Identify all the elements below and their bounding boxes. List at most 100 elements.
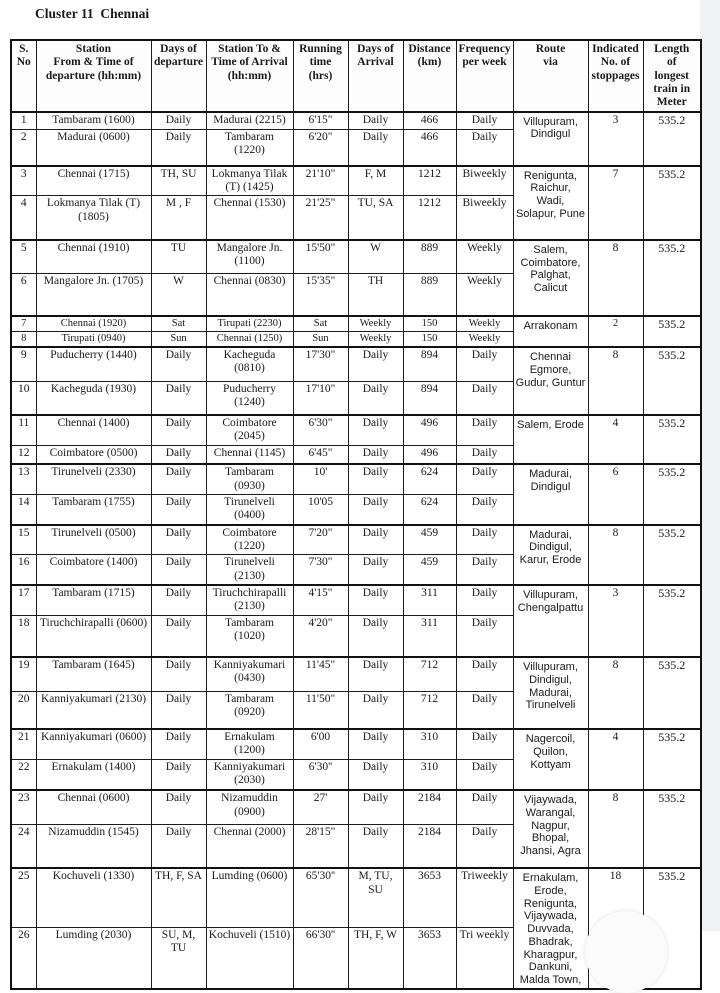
- cell-station-to: Tiruchchirapalli (2130): [205, 583, 294, 616]
- cell-running-time: 17'10": [292, 380, 349, 416]
- cell-station-from: Chennai (1920): [35, 314, 152, 332]
- header-station-from: Station From & Time of departure (hh:mm): [35, 39, 152, 113]
- cell-distance: 1212: [402, 195, 457, 241]
- cell-days-of-departure: Daily: [150, 129, 207, 167]
- cell-days-of-arrival: Daily: [347, 789, 404, 825]
- table-row: 5 Chennai (1910) TU Mangalore Jn. (1100) 15'…: [10, 238, 702, 317]
- header-running-time: Running time (hrs): [292, 39, 349, 113]
- cell-length: 535.2: [642, 789, 702, 869]
- cell-stoppages: 4: [587, 414, 644, 465]
- cell-running-time: 27': [292, 789, 349, 825]
- cell-frequency: Daily: [455, 614, 514, 658]
- cell-running-time: 11'45": [292, 656, 349, 692]
- table-row: 1 Tambaram (1600) Daily Madurai (2215) 6'15"…: [10, 110, 702, 167]
- cell-distance: 3653: [402, 867, 457, 929]
- cell-running-time: 7'20": [292, 523, 349, 556]
- cell-station-to: Tambaram (1220): [205, 129, 294, 167]
- cell-frequency: Weekly: [455, 330, 514, 348]
- cell-distance: 3653: [402, 927, 457, 990]
- cell-route-via: Arrakonam: [512, 314, 589, 348]
- cell-days-of-departure: TH, F, SA: [150, 867, 207, 929]
- cell-length: 535.2: [642, 583, 702, 658]
- cell-days-of-arrival: Daily: [347, 728, 404, 760]
- cell-length: 535.2: [642, 164, 702, 241]
- cell-station-from: Tambaram (1600): [35, 110, 152, 131]
- document-page: { "title": "Cluster 11 Chennai", "table"…: [10, 0, 720, 990]
- cell-station-to: Madurai (2215): [205, 110, 294, 131]
- train-schedule-table: S. No Station From & Time of departure (…: [10, 39, 702, 990]
- header-frequency: Frequency per week: [455, 39, 514, 113]
- cell-running-time: 6'30": [292, 414, 349, 446]
- cell-sno: 23: [10, 789, 37, 825]
- cell-station-from: Kanniyakumari (0600): [35, 728, 152, 760]
- cell-running-time: 6'30'': [292, 758, 349, 791]
- cell-running-time: 21'10": [292, 164, 349, 197]
- cell-stoppages: 8: [587, 789, 644, 869]
- cell-station-from: Tambaram (1715): [35, 583, 152, 616]
- cell-frequency: Daily: [455, 554, 514, 586]
- cell-sno: 24: [10, 823, 37, 869]
- cell-sno: 5: [10, 238, 37, 275]
- cell-running-time: 65'30'': [292, 867, 349, 929]
- cell-sno: 7: [10, 314, 37, 332]
- cell-station-to: Tambaram (0920): [205, 690, 294, 730]
- cell-running-time: 10'05: [292, 493, 349, 526]
- cell-stoppages: 7: [587, 164, 644, 241]
- cell-sno: 15: [10, 523, 37, 556]
- cell-days-of-departure: TH, SU: [150, 164, 207, 197]
- cell-stoppages: 8: [587, 238, 644, 317]
- cell-days-of-departure: Daily: [150, 463, 207, 495]
- cell-station-to: Chennai (2000): [205, 823, 294, 869]
- cell-station-from: Coimbatore (1400): [35, 554, 152, 586]
- cell-station-to: Puducherry (1240): [205, 380, 294, 416]
- cell-frequency: Daily: [455, 414, 514, 446]
- cell-route-via: Villupuram, Dindigul: [512, 110, 589, 167]
- cell-station-from: Tiruchchirapalli (0600): [35, 614, 152, 658]
- cell-days-of-arrival: Daily: [347, 129, 404, 167]
- cell-length: 535.2: [642, 414, 702, 465]
- cell-days-of-arrival: W: [347, 238, 404, 275]
- cell-stoppages: 4: [587, 728, 644, 791]
- cell-distance: 2184: [402, 823, 457, 869]
- table-row: 3 Chennai (1715) TH, SU Lokmanya Tilak (T) …: [10, 164, 702, 241]
- cell-frequency: Daily: [455, 523, 514, 556]
- cell-days-of-arrival: Daily: [347, 380, 404, 416]
- cell-station-from: Lokmanya Tilak (T) (1805): [35, 195, 152, 241]
- cell-distance: 889: [402, 238, 457, 275]
- table-row: 6 Mangalore Jn. (1705) W Chennai (0830) 15'3…: [10, 273, 701, 317]
- header-station-to: Station To & Time of Arrival (hh:mm): [205, 39, 294, 113]
- cell-distance: 624: [402, 493, 457, 526]
- cell-sno: 9: [10, 346, 37, 382]
- cell-days-of-arrival: Daily: [347, 690, 404, 730]
- cell-station-from: Kochuveli (1330): [35, 867, 152, 929]
- table-body: 1 Tambaram (1600) Daily Madurai (2215) 6'15"…: [10, 110, 702, 990]
- cell-station-from: Chennai (0600): [35, 789, 152, 825]
- cell-sno: 12: [10, 444, 37, 465]
- cell-frequency: Daily: [455, 823, 514, 869]
- cell-station-to: Kacheguda (0810): [205, 346, 294, 382]
- cell-days-of-arrival: TH: [347, 273, 404, 317]
- table-row: 25 Kochuveli (1330) TH, F, SA Lumding (0600…: [10, 867, 702, 990]
- cell-running-time: 28'15": [292, 823, 349, 869]
- cell-station-from: Chennai (1910): [35, 238, 152, 275]
- table-header-row: S. No Station From & Time of departure (…: [10, 39, 702, 113]
- cell-sno: 2: [10, 129, 37, 167]
- cell-distance: 712: [402, 690, 457, 730]
- cell-stoppages: 8: [587, 656, 644, 730]
- cell-running-time: 6'00: [292, 728, 349, 760]
- cell-running-time: 7'30": [292, 554, 349, 586]
- table-row: 7 Chennai (1920) Sat Tirupati (2230) Sat Week…: [10, 314, 702, 348]
- cell-days-of-departure: Daily: [150, 346, 207, 382]
- cell-route-via: Nagercoil, Quilon, Kottyam: [512, 728, 589, 791]
- cell-frequency: Daily: [455, 728, 514, 760]
- header-sno: S. No: [10, 39, 37, 113]
- cell-sno: 16: [10, 554, 37, 586]
- cell-days-of-arrival: Daily: [347, 614, 404, 658]
- cell-days-of-departure: Daily: [150, 583, 207, 616]
- cell-station-from: Lumding (2030): [35, 927, 152, 990]
- cell-days-of-departure: W: [150, 273, 207, 317]
- cell-days-of-departure: Sat: [150, 314, 207, 332]
- cell-station-from: Mangalore Jn. (1705): [35, 273, 152, 317]
- table-row: 8 Tirupati (0940) Sun Chennai (1250) Sun Week…: [10, 330, 701, 348]
- cell-frequency: Weekly: [455, 273, 514, 317]
